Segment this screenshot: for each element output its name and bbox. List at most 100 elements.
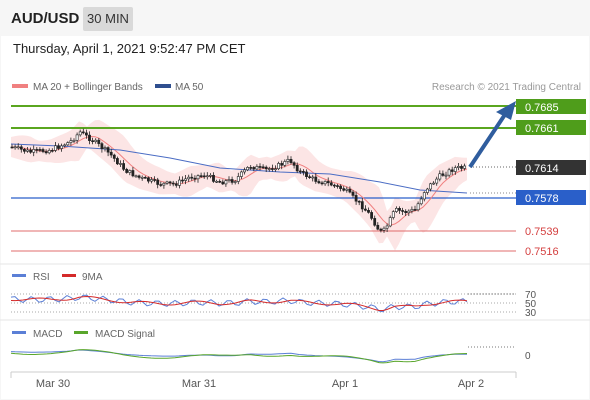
candle-body [112,154,116,159]
candle-body [351,191,355,196]
candle-body [305,171,308,177]
candle-body [57,145,60,149]
candle-body [339,185,343,189]
candle-body [205,175,209,178]
candle-body [398,208,401,211]
candle-body [32,149,36,153]
candle-body [410,209,414,212]
candle-body [401,210,405,212]
rsi-tick-50: 50 [525,299,537,310]
macd-signal-legend-icon [74,331,88,334]
candle-body [224,180,228,185]
candle-body [209,174,212,177]
candle-body [277,163,281,170]
arrow-head-icon [496,101,516,120]
candle-body [416,203,420,211]
timeframe-button[interactable]: 30 MIN [83,7,133,31]
candle-body [435,178,439,184]
candle-body [81,131,85,134]
candle-body [354,195,358,202]
rsi-legend-label: RSI [33,272,50,283]
candle-body [171,182,175,185]
candle-body [122,163,126,170]
candle-body [181,179,184,182]
rsi-ma-legend-icon [62,274,76,277]
candle-body [363,208,367,211]
candle-body [97,139,101,144]
macd-signal-line [10,349,468,364]
credit-label: Research © 2021 Trading Central [432,82,581,93]
candle-body [13,146,17,149]
support-3-value: 0.7516 [525,246,559,258]
candle-body [329,182,333,186]
candle-body [311,176,315,179]
candle-body [91,140,95,142]
candle-body [376,224,380,230]
candle-body [85,132,88,136]
rsi-tick-70: 70 [525,290,537,301]
ma50-legend-label: MA 50 [175,82,204,93]
candle-body [295,165,299,172]
candle-body [29,149,33,153]
candle-body [212,174,215,182]
candle-body [367,209,370,213]
rsi-ma-legend-label: 9MA [82,272,103,283]
candle-body [218,180,222,183]
rsi-ma-line [10,295,468,311]
candle-body [202,175,206,178]
candle-body [178,179,181,186]
candle-body [162,182,166,186]
candle-body [280,163,284,166]
candle-body [264,166,268,170]
rsi-line [10,294,468,313]
resistance-1-tag [516,120,586,135]
candle-body [267,168,271,170]
bollinger-band [11,119,467,251]
candle-body [159,184,163,186]
candle-body [106,147,110,153]
macd-signal-legend-label: MACD Signal [95,329,155,340]
candle-body [153,179,157,181]
candle-body [441,173,445,176]
candle-body [131,170,135,177]
candle-body [444,174,448,177]
timestamp-label: Thursday, April 1, 2021 9:52:47 PM CET [13,41,246,56]
candle-body [332,184,336,187]
candle-body [357,200,361,203]
candle-body [283,161,287,166]
candle-body [379,228,383,231]
candle-body [298,170,302,173]
candle-body [292,162,296,166]
candle-body [50,150,54,152]
forecast-arrow [468,111,508,169]
candle-body [360,201,364,210]
candle-body [193,177,197,180]
candle-body [22,148,26,152]
candle-body [156,179,160,185]
candle-body [41,149,45,152]
candle-body [10,146,14,149]
candle-body [134,175,138,178]
candle-body [317,181,321,184]
candle-body [47,150,51,154]
candle-body [348,188,352,193]
candle-body [286,159,290,162]
ma50-legend-icon [155,84,171,88]
candle-body [168,181,172,184]
candle-body [88,134,91,141]
candle-body [240,171,243,177]
candle-body [429,183,432,190]
candle-body [453,167,457,172]
candle-body [140,177,144,179]
candle-body [419,198,423,205]
rsi-legend-icon [12,274,26,277]
candle-body [72,139,76,142]
candle-body [150,179,153,182]
candle-body [196,175,200,180]
candle-body [326,181,330,184]
candle-body [184,178,188,181]
support-2-value: 0.7539 [525,226,559,238]
candle-body [100,143,104,150]
candle-body [438,173,442,180]
